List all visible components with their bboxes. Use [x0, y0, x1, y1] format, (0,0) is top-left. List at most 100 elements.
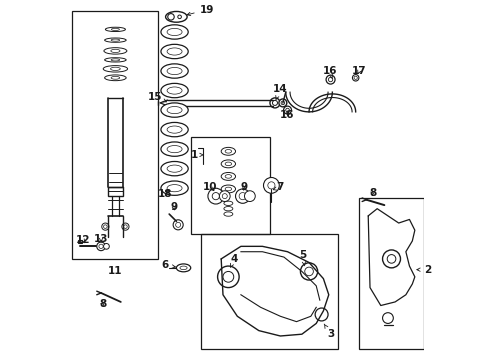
Ellipse shape	[161, 103, 188, 117]
Ellipse shape	[103, 66, 127, 72]
Ellipse shape	[167, 107, 182, 114]
Ellipse shape	[176, 264, 190, 272]
Circle shape	[122, 223, 129, 230]
Circle shape	[99, 244, 103, 248]
Text: 5: 5	[298, 250, 305, 266]
Ellipse shape	[221, 172, 235, 180]
Bar	[72, 12, 158, 259]
Ellipse shape	[161, 44, 188, 59]
Text: 9: 9	[170, 202, 177, 212]
Circle shape	[207, 188, 223, 204]
Text: 19: 19	[187, 5, 214, 15]
Ellipse shape	[224, 187, 231, 191]
Bar	[359, 198, 423, 348]
Text: 10: 10	[203, 182, 217, 192]
Circle shape	[300, 263, 317, 280]
Ellipse shape	[167, 87, 182, 94]
Ellipse shape	[221, 185, 235, 193]
Text: 16: 16	[280, 110, 294, 120]
Text: 13: 13	[94, 234, 108, 244]
Ellipse shape	[325, 75, 334, 84]
Ellipse shape	[180, 266, 187, 270]
Bar	[107, 187, 123, 196]
Ellipse shape	[111, 39, 120, 41]
Text: 14: 14	[272, 84, 287, 99]
Ellipse shape	[111, 59, 120, 61]
Ellipse shape	[167, 165, 182, 172]
Circle shape	[304, 267, 313, 276]
Circle shape	[173, 220, 183, 230]
Circle shape	[314, 308, 327, 321]
Ellipse shape	[224, 149, 231, 153]
Ellipse shape	[283, 106, 291, 114]
Ellipse shape	[353, 76, 357, 80]
Text: 7: 7	[273, 182, 284, 192]
Ellipse shape	[285, 108, 289, 112]
Circle shape	[263, 177, 279, 193]
Text: 12: 12	[76, 235, 90, 245]
Ellipse shape	[167, 48, 182, 55]
Ellipse shape	[167, 67, 182, 75]
Ellipse shape	[161, 181, 188, 195]
Text: 15: 15	[147, 92, 166, 102]
Ellipse shape	[105, 27, 125, 32]
Circle shape	[123, 225, 127, 228]
Text: 8: 8	[99, 299, 106, 309]
Ellipse shape	[278, 99, 286, 107]
Ellipse shape	[224, 201, 232, 206]
Circle shape	[103, 225, 107, 228]
Ellipse shape	[111, 49, 120, 53]
Circle shape	[97, 242, 105, 251]
Bar	[78, 239, 81, 243]
Text: 11: 11	[108, 266, 122, 276]
Text: 16: 16	[322, 66, 336, 78]
Ellipse shape	[104, 75, 126, 81]
Ellipse shape	[111, 76, 120, 79]
Ellipse shape	[167, 185, 182, 192]
Circle shape	[239, 193, 246, 200]
Circle shape	[244, 191, 255, 202]
Ellipse shape	[224, 207, 232, 211]
Ellipse shape	[221, 160, 235, 168]
Circle shape	[386, 255, 395, 263]
Text: 8: 8	[368, 188, 375, 198]
Circle shape	[382, 250, 400, 268]
Ellipse shape	[167, 145, 182, 153]
Ellipse shape	[167, 126, 182, 133]
Ellipse shape	[224, 175, 231, 178]
Text: 18: 18	[157, 189, 172, 199]
Ellipse shape	[161, 142, 188, 156]
Ellipse shape	[161, 162, 188, 176]
Circle shape	[217, 266, 239, 288]
Text: 1: 1	[190, 150, 203, 160]
Ellipse shape	[161, 122, 188, 137]
Ellipse shape	[111, 28, 119, 31]
Circle shape	[219, 191, 230, 202]
Circle shape	[382, 313, 392, 323]
Ellipse shape	[178, 15, 181, 19]
Ellipse shape	[281, 101, 284, 105]
Ellipse shape	[224, 162, 231, 166]
Text: 17: 17	[351, 66, 366, 76]
Ellipse shape	[269, 98, 280, 108]
Bar	[190, 137, 269, 234]
Text: 6: 6	[161, 260, 175, 270]
Ellipse shape	[161, 64, 188, 78]
Ellipse shape	[167, 28, 182, 36]
Ellipse shape	[104, 38, 126, 42]
Circle shape	[212, 193, 219, 200]
Circle shape	[102, 223, 109, 230]
Bar	[201, 234, 337, 348]
Ellipse shape	[161, 84, 188, 98]
Ellipse shape	[165, 12, 187, 22]
Text: 4: 4	[230, 254, 238, 267]
Circle shape	[175, 222, 180, 227]
Text: 9: 9	[240, 182, 247, 192]
Ellipse shape	[352, 75, 358, 81]
Circle shape	[267, 182, 274, 189]
Ellipse shape	[272, 100, 277, 105]
Circle shape	[103, 243, 109, 249]
Ellipse shape	[224, 212, 232, 216]
Ellipse shape	[328, 77, 332, 82]
Ellipse shape	[161, 25, 188, 39]
